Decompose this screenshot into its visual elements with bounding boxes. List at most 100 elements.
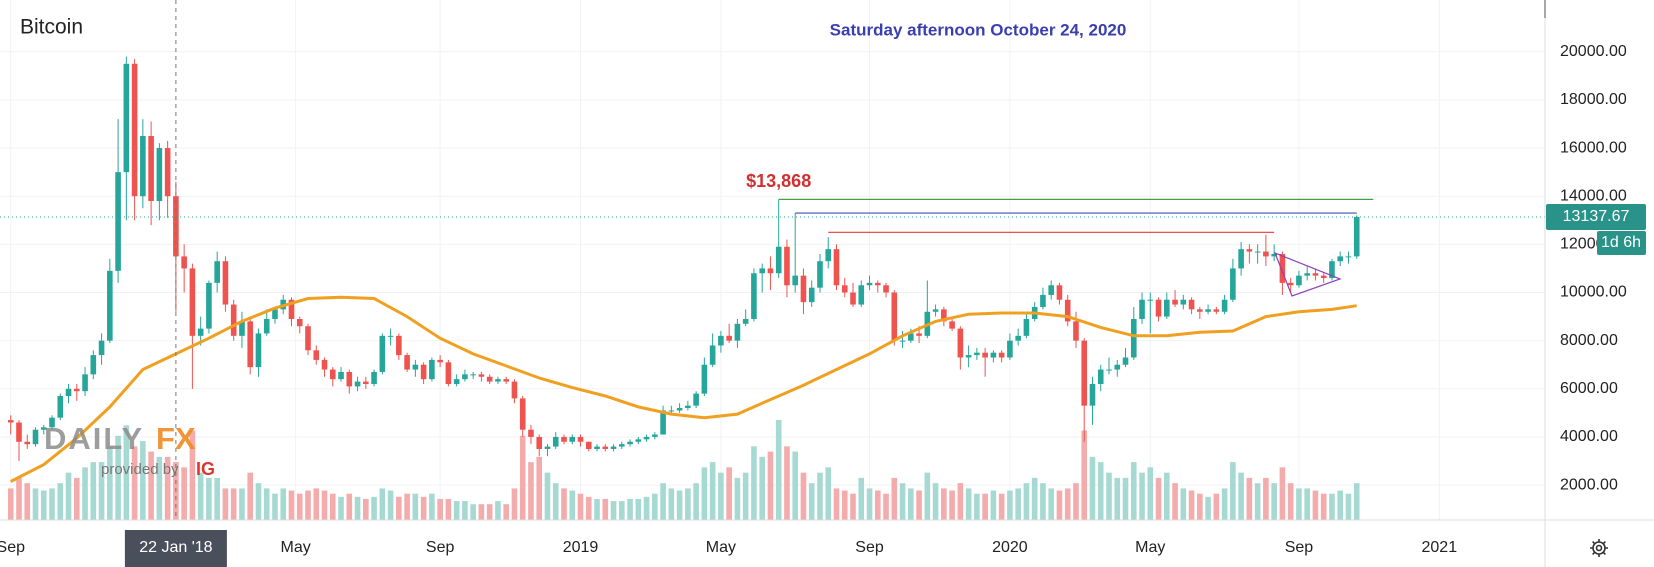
volume-bar: [759, 456, 765, 520]
candle-body: [800, 275, 807, 303]
candle-body: [16, 422, 22, 442]
volume-bar: [123, 425, 130, 520]
volume-bar: [65, 472, 72, 520]
candle-body: [808, 287, 815, 303]
candle-body: [536, 436, 543, 449]
candle-body: [1205, 309, 1211, 312]
volume-bar: [569, 490, 576, 520]
candle-body: [742, 318, 749, 324]
candle-body: [420, 364, 427, 380]
candle-body: [296, 318, 303, 327]
volume-bar: [1089, 456, 1096, 520]
candle-body: [131, 63, 138, 197]
volume-bar: [685, 488, 691, 520]
candle-body: [618, 444, 625, 447]
volume-bar: [189, 430, 196, 520]
candle-body: [371, 371, 377, 384]
volume-bar: [478, 504, 485, 520]
candle-body: [1040, 294, 1046, 307]
volume-bar: [387, 490, 394, 520]
candle-body: [767, 268, 774, 274]
volume-bar: [462, 501, 468, 520]
volume-bar: [1081, 430, 1088, 520]
last-price-label: 13137.67: [1563, 208, 1630, 225]
candle-body: [1114, 364, 1121, 370]
candle-body: [346, 371, 353, 387]
logo: DAILY FX provided by IG: [44, 421, 215, 479]
volume-bar: [775, 420, 782, 520]
volume-bar: [949, 490, 955, 520]
candle-body: [1097, 369, 1104, 384]
candle-body: [668, 410, 675, 412]
triangle-pattern: [1273, 251, 1342, 297]
candle-body: [1246, 249, 1253, 252]
volume-bar: [98, 462, 105, 520]
volume-bar: [164, 456, 171, 520]
candle-body: [164, 148, 171, 197]
volume-bar: [668, 488, 675, 520]
y-tick-label: 8000.00: [1560, 332, 1618, 349]
volume-bar: [32, 488, 39, 520]
candle-body: [594, 446, 600, 449]
volume-bar: [1122, 477, 1129, 520]
volume-bar: [313, 488, 320, 520]
volume-bar: [1263, 477, 1269, 520]
candle-body: [387, 335, 394, 337]
volume-bar: [610, 501, 617, 520]
volume-bar: [602, 498, 609, 520]
volume-bar: [107, 446, 113, 520]
volume-bar: [140, 441, 146, 520]
crosshair-tag: [124, 530, 227, 567]
volume-bar: [156, 456, 163, 520]
candle-body: [544, 446, 551, 449]
volume-bar: [1130, 462, 1137, 520]
moving-average: [10, 295, 1357, 483]
candle-body: [206, 282, 212, 329]
volume-bar: [965, 488, 972, 520]
volume-bar: [544, 472, 551, 520]
candle-body: [1081, 340, 1088, 406]
volume-bar: [263, 488, 270, 520]
candle-body: [569, 436, 576, 442]
y-tick-label: 4000.00: [1560, 428, 1618, 445]
candle-body: [379, 335, 386, 372]
volume-bar: [635, 498, 642, 520]
candle-body: [363, 381, 369, 384]
candle-body: [627, 441, 633, 445]
volume-bar: [222, 488, 229, 520]
volume-bar: [1312, 490, 1319, 520]
candle-body: [7, 420, 14, 423]
candle-body: [1271, 253, 1277, 257]
volume-bar: [536, 456, 543, 520]
volume-bar: [73, 477, 80, 520]
volume-bar: [1197, 493, 1203, 520]
settings-icon[interactable]: [1590, 539, 1608, 557]
candle-body: [1015, 335, 1021, 341]
candle-body: [866, 282, 873, 286]
candle-body: [412, 364, 419, 370]
volume-bar: [90, 462, 97, 520]
volume-bar: [891, 477, 898, 520]
candle-body: [1089, 383, 1096, 406]
candle-body: [949, 321, 955, 329]
crosshair-label: 22 Jan '18: [139, 539, 212, 556]
volume-bar: [429, 493, 435, 520]
candle-body: [784, 246, 790, 286]
volume-bar: [1015, 488, 1021, 520]
candle-body: [40, 427, 47, 430]
volume-bar: [908, 488, 914, 520]
volume-bar: [115, 435, 121, 520]
volume-bar: [1097, 462, 1104, 520]
volume-bar: [288, 490, 295, 520]
volume-bar: [280, 488, 287, 520]
candle-body: [874, 282, 881, 286]
volume-bar: [1064, 488, 1071, 520]
candle-body: [148, 136, 154, 202]
volume-bar: [941, 488, 947, 520]
volume-bar: [561, 488, 567, 520]
volume-bar: [49, 488, 55, 520]
candle-body: [49, 417, 55, 428]
candle-body: [338, 371, 344, 380]
candle-body: [511, 381, 518, 399]
volume-bar: [230, 488, 237, 520]
